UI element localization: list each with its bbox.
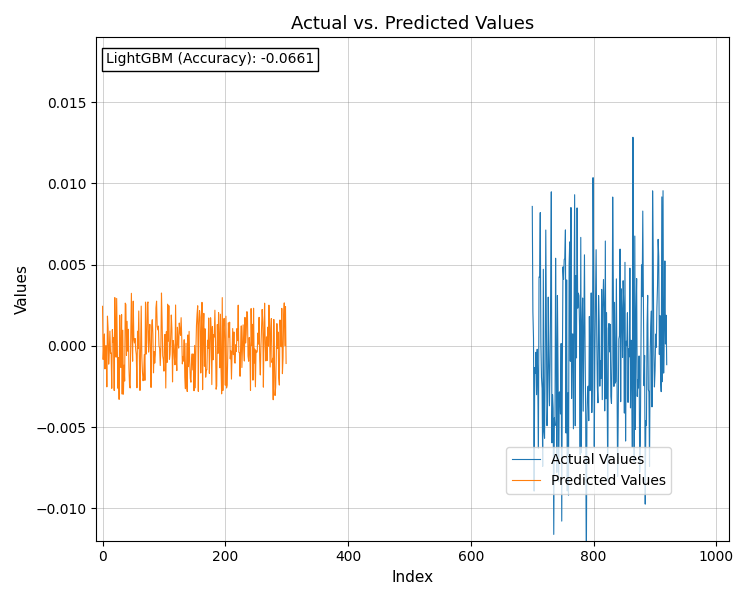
- Y-axis label: Values: Values: [15, 264, 30, 314]
- Predicted Values: [281, 360, 290, 367]
- Actual Values: [628, 134, 638, 141]
- Legend: Actual Values, Predicted Values: Actual Values, Predicted Values: [506, 448, 671, 494]
- Predicted Values: [268, 396, 278, 403]
- Line: Actual Values: Actual Values: [532, 137, 667, 573]
- Predicted Values: [207, 381, 216, 388]
- Actual Values: [643, 321, 652, 328]
- Title: Actual vs. Predicted Values: Actual vs. Predicted Values: [291, 15, 534, 33]
- Actual Values: [565, 260, 574, 268]
- Actual Values: [528, 203, 537, 210]
- Predicted Values: [157, 289, 166, 296]
- Actual Values: [650, 350, 658, 357]
- Line: Predicted Values: Predicted Values: [103, 293, 286, 400]
- Predicted Values: [99, 356, 108, 363]
- Actual Values: [567, 395, 576, 402]
- Text: LightGBM (Accuracy): -0.0661: LightGBM (Accuracy): -0.0661: [106, 52, 314, 67]
- Predicted Values: [265, 328, 274, 335]
- Actual Values: [582, 569, 591, 577]
- Predicted Values: [98, 303, 107, 310]
- Actual Values: [662, 361, 671, 368]
- Predicted Values: [254, 329, 262, 337]
- Actual Values: [646, 308, 656, 315]
- Predicted Values: [211, 339, 220, 346]
- Predicted Values: [208, 323, 217, 330]
- Actual Values: [600, 407, 609, 415]
- X-axis label: Index: Index: [392, 570, 433, 585]
